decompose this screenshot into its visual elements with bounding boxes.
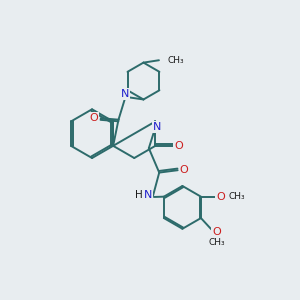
Text: H: H — [135, 190, 143, 200]
Text: O: O — [212, 227, 221, 237]
Text: O: O — [180, 165, 189, 175]
Text: CH₃: CH₃ — [208, 238, 225, 247]
Text: O: O — [216, 192, 225, 202]
Text: N: N — [121, 89, 129, 99]
Text: CH₃: CH₃ — [229, 192, 245, 201]
Text: O: O — [90, 113, 98, 123]
Text: CH₃: CH₃ — [168, 56, 184, 65]
Text: N: N — [153, 122, 161, 132]
Text: O: O — [174, 141, 183, 151]
Text: N: N — [144, 190, 152, 200]
